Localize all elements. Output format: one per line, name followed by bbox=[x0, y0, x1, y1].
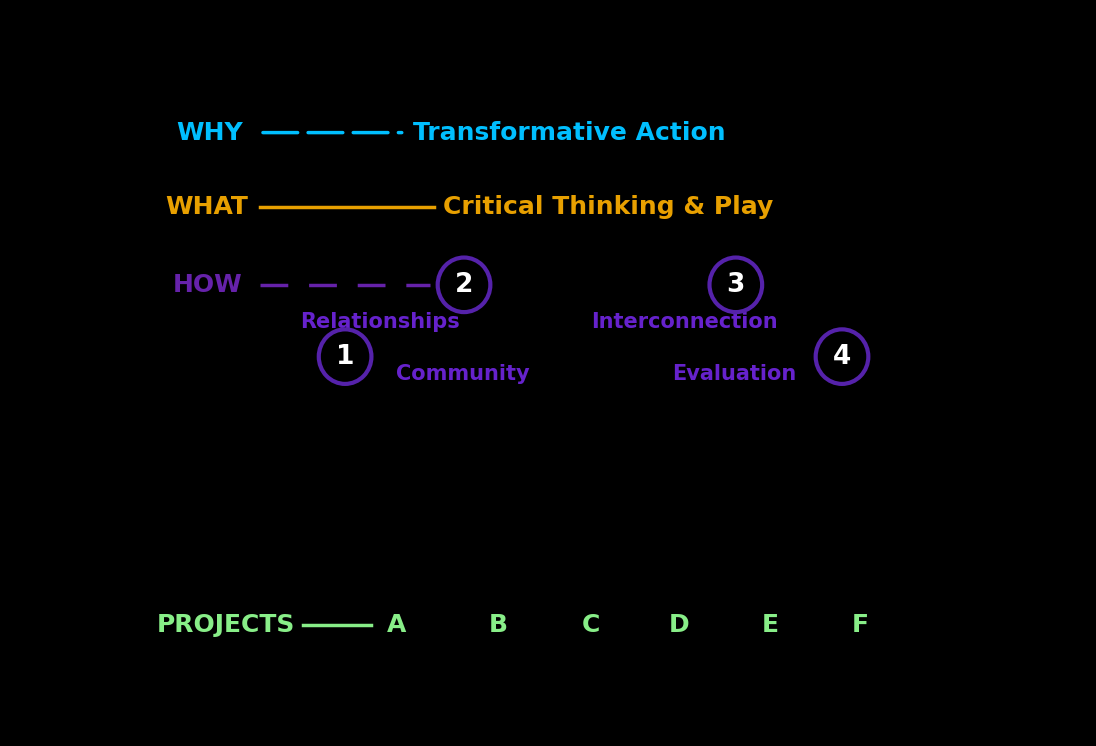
Text: Interconnection: Interconnection bbox=[592, 312, 778, 332]
Text: Critical Thinking & Play: Critical Thinking & Play bbox=[443, 195, 773, 219]
Text: PROJECTS: PROJECTS bbox=[157, 613, 296, 637]
Text: Evaluation: Evaluation bbox=[672, 364, 797, 384]
Text: Transformative Action: Transformative Action bbox=[413, 121, 726, 145]
Ellipse shape bbox=[437, 257, 490, 312]
Text: 2: 2 bbox=[455, 272, 473, 298]
Text: HOW: HOW bbox=[173, 273, 242, 297]
Text: F: F bbox=[853, 613, 869, 637]
Ellipse shape bbox=[709, 257, 762, 312]
Text: WHAT: WHAT bbox=[165, 195, 248, 219]
Ellipse shape bbox=[319, 329, 372, 384]
Text: 1: 1 bbox=[335, 344, 354, 369]
Text: 4: 4 bbox=[833, 344, 852, 369]
Text: Relationships: Relationships bbox=[300, 312, 460, 332]
Text: B: B bbox=[489, 613, 507, 637]
Text: Community: Community bbox=[396, 364, 529, 384]
Text: 3: 3 bbox=[727, 272, 745, 298]
Text: WHY: WHY bbox=[175, 121, 242, 145]
Text: A: A bbox=[387, 613, 406, 637]
Text: D: D bbox=[669, 613, 689, 637]
Text: E: E bbox=[762, 613, 778, 637]
Ellipse shape bbox=[815, 329, 868, 384]
Text: C: C bbox=[582, 613, 601, 637]
